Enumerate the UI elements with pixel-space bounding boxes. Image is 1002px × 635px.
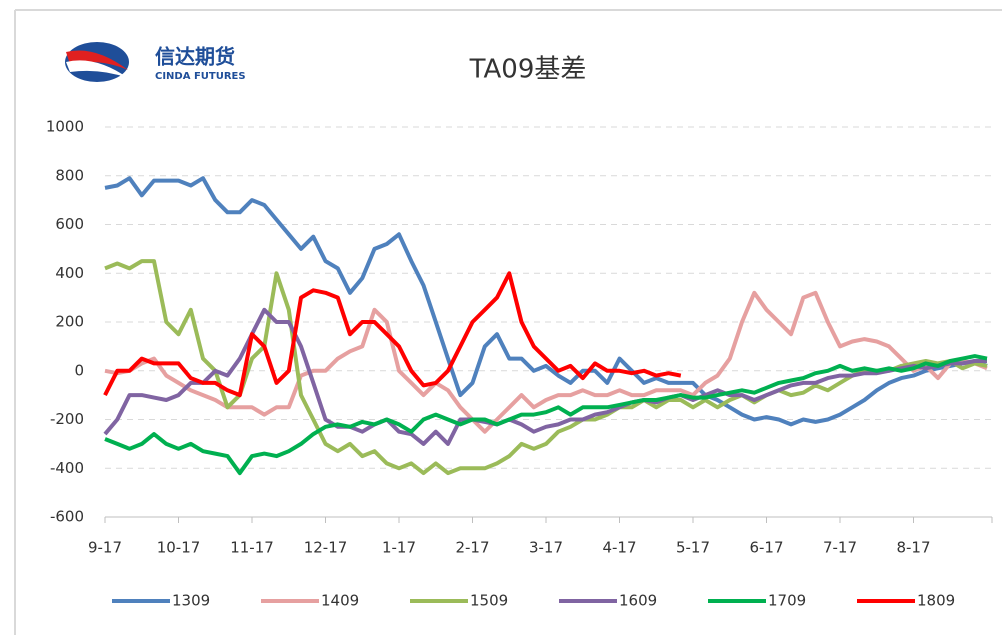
x-tick-label: 6-17 bbox=[749, 539, 783, 557]
y-tick-label: -400 bbox=[50, 459, 84, 477]
logo-name: 信达期货 bbox=[155, 45, 235, 69]
x-tick-label: 4-17 bbox=[602, 539, 636, 557]
y-tick-label: 0 bbox=[74, 361, 84, 379]
x-tick-label: 12-17 bbox=[304, 539, 348, 557]
legend-label: 1309 bbox=[172, 592, 210, 610]
legend-label: 1809 bbox=[917, 592, 955, 610]
logo-swoosh bbox=[66, 60, 128, 78]
x-tick-label: 2-17 bbox=[455, 539, 489, 557]
x-tick-label: 3-17 bbox=[529, 539, 563, 557]
y-tick-label: 600 bbox=[55, 215, 84, 233]
x-tick-label: 11-17 bbox=[230, 539, 274, 557]
y-tick-label: 400 bbox=[55, 264, 84, 282]
x-tick-label: 9-17 bbox=[88, 539, 122, 557]
x-tick-label: 8-17 bbox=[896, 539, 930, 557]
y-tick-label: -600 bbox=[50, 508, 84, 526]
x-tick-label: 1-17 bbox=[382, 539, 416, 557]
logo: 信达期货 CINDA FUTURES bbox=[65, 42, 246, 82]
logo-name-en: CINDA FUTURES bbox=[155, 71, 246, 82]
y-tick-label: 800 bbox=[55, 166, 84, 184]
chart-title: TA09基差 bbox=[469, 55, 587, 85]
series-line bbox=[104, 176, 988, 427]
legend-label: 1409 bbox=[321, 592, 359, 610]
x-tick-label: 10-17 bbox=[157, 539, 201, 557]
legend-label: 1509 bbox=[470, 592, 508, 610]
logo-swoosh bbox=[66, 50, 128, 70]
x-tick-label: 5-17 bbox=[676, 539, 710, 557]
series-line bbox=[103, 271, 682, 398]
series-line bbox=[104, 259, 988, 476]
legend-label: 1709 bbox=[768, 592, 806, 610]
y-tick-label: 1000 bbox=[46, 118, 84, 136]
x-tick-label: 7-17 bbox=[823, 539, 857, 557]
series-line bbox=[104, 290, 988, 434]
series-line bbox=[103, 307, 987, 446]
series-line bbox=[104, 354, 988, 476]
y-tick-label: -200 bbox=[50, 410, 84, 428]
legend-label: 1609 bbox=[619, 592, 657, 610]
y-tick-label: 200 bbox=[55, 313, 84, 331]
